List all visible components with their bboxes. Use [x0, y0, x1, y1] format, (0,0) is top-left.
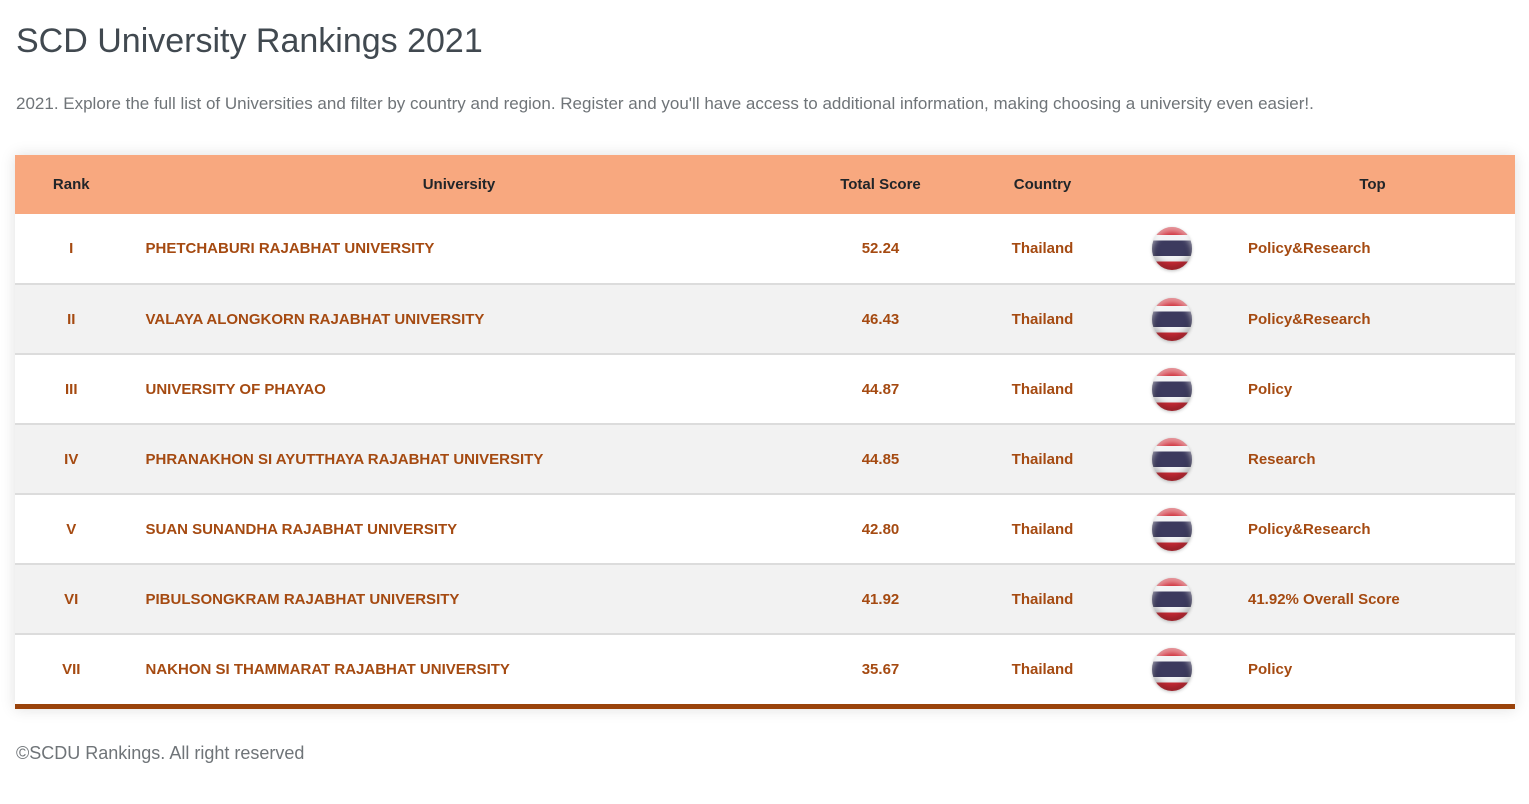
university-cell: VALAYA ALONGKORN RAJABHAT UNIVERSITY: [127, 283, 791, 355]
university-link[interactable]: VALAYA ALONGKORN RAJABHAT UNIVERSITY: [145, 310, 485, 328]
rank-cell: VII: [15, 633, 128, 705]
thailand-flag-icon: [1152, 227, 1193, 271]
thailand-flag-icon: [1152, 297, 1193, 341]
page-title: SCD University Rankings 2021: [16, 22, 483, 60]
country-cell: Thailand: [970, 633, 1115, 705]
rank-cell: V: [15, 493, 128, 565]
total-score-cell: 46.43: [790, 283, 971, 355]
rankings-table: Rank University Total Score Country Top …: [15, 155, 1515, 705]
thailand-flag-icon: [1152, 367, 1193, 411]
flag-cell: [1114, 423, 1230, 495]
table-header-row: Rank University Total Score Country Top: [15, 155, 1515, 215]
total-score-cell: 44.85: [790, 423, 971, 495]
top-cell: Policy&Research: [1248, 240, 1371, 258]
rank-cell: II: [15, 283, 128, 355]
column-header-rank: Rank: [15, 155, 128, 215]
thailand-flag-icon: [1152, 437, 1193, 481]
total-score-cell: 41.92: [790, 563, 971, 635]
university-cell: UNIVERSITY OF PHAYAO: [127, 353, 791, 425]
country-cell: Thailand: [1011, 240, 1074, 258]
flag-cell: [1114, 563, 1230, 635]
table-row: VI PIBULSONGKRAM RAJABHAT UNIVERSITY 41.…: [15, 563, 1515, 635]
table-row: V SUAN SUNANDHA RAJABHAT UNIVERSITY 42.8…: [15, 493, 1515, 565]
top-cell: Policy: [1230, 353, 1515, 425]
university-link[interactable]: PIBULSONGKRAM RAJABHAT UNIVERSITY: [145, 590, 460, 608]
university-link[interactable]: UNIVERSITY OF PHAYAO: [145, 380, 326, 398]
university-cell: NAKHON SI THAMMARAT RAJABHAT UNIVERSITY: [127, 633, 791, 705]
top-cell: Policy&Research: [1230, 493, 1515, 565]
university-link[interactable]: PHETCHABURI RAJABHAT UNIVERSITY: [145, 240, 435, 258]
country-cell: Thailand: [970, 353, 1115, 425]
thailand-flag-icon: [1152, 648, 1193, 692]
column-header-country: Country: [970, 155, 1115, 215]
table-row: VII NAKHON SI THAMMARAT RAJABHAT UNIVERS…: [15, 633, 1515, 705]
column-header-top: Top: [1230, 155, 1515, 215]
total-score-cell: 42.80: [790, 493, 971, 565]
university-cell: PIBULSONGKRAM RAJABHAT UNIVERSITY: [127, 563, 791, 635]
table-row: IV PHRANAKHON SI AYUTTHAYA RAJABHAT UNIV…: [15, 423, 1515, 495]
rank-cell: I: [69, 240, 74, 258]
university-link[interactable]: NAKHON SI THAMMARAT RAJABHAT UNIVERSITY: [145, 661, 510, 679]
university-cell: PHETCHABURI RAJABHAT UNIVERSITY: [128, 214, 791, 284]
top-cell: Research: [1230, 423, 1515, 495]
university-cell: SUAN SUNANDHA RAJABHAT UNIVERSITY: [127, 493, 791, 565]
table-row: III UNIVERSITY OF PHAYAO 44.87 Thailand …: [15, 353, 1515, 425]
copyright-text: ©SCDU Rankings. All right reserved: [16, 743, 305, 764]
page-subtitle: 2021. Explore the full list of Universit…: [16, 94, 1314, 114]
total-score-cell: 44.87: [790, 353, 971, 425]
university-link[interactable]: PHRANAKHON SI AYUTTHAYA RAJABHAT UNIVERS…: [145, 450, 544, 468]
flag-cell: [1114, 633, 1230, 705]
column-header-total-score: Total Score: [790, 155, 971, 215]
thailand-flag-icon: [1152, 577, 1193, 621]
flag-cell: [1114, 353, 1230, 425]
country-cell: Thailand: [970, 283, 1115, 355]
rank-cell: IV: [15, 423, 128, 495]
table-row: II VALAYA ALONGKORN RAJABHAT UNIVERSITY …: [15, 283, 1515, 355]
total-score-cell: 52.24: [861, 240, 900, 258]
top-cell: Policy: [1230, 633, 1515, 705]
rank-cell: III: [15, 353, 128, 425]
thailand-flag-icon: [1152, 507, 1193, 551]
country-cell: Thailand: [970, 423, 1115, 495]
flag-cell: [1114, 493, 1230, 565]
table-row: I PHETCHABURI RAJABHAT UNIVERSITY 52.24 …: [15, 214, 1515, 284]
column-header-university: University: [127, 155, 791, 215]
total-score-cell: 35.67: [790, 633, 971, 705]
rankings-table-container: Rank University Total Score Country Top …: [15, 155, 1515, 710]
rank-cell: VI: [15, 563, 128, 635]
top-cell: Policy&Research: [1230, 283, 1515, 355]
flag-cell: [1114, 283, 1230, 355]
university-link[interactable]: SUAN SUNANDHA RAJABHAT UNIVERSITY: [145, 520, 458, 538]
column-header-flag: [1114, 155, 1230, 215]
country-cell: Thailand: [970, 563, 1115, 635]
top-cell: 41.92% Overall Score: [1230, 563, 1515, 635]
university-cell: PHRANAKHON SI AYUTTHAYA RAJABHAT UNIVERS…: [127, 423, 791, 495]
country-cell: Thailand: [970, 493, 1115, 565]
flag-cell: [1115, 214, 1231, 284]
